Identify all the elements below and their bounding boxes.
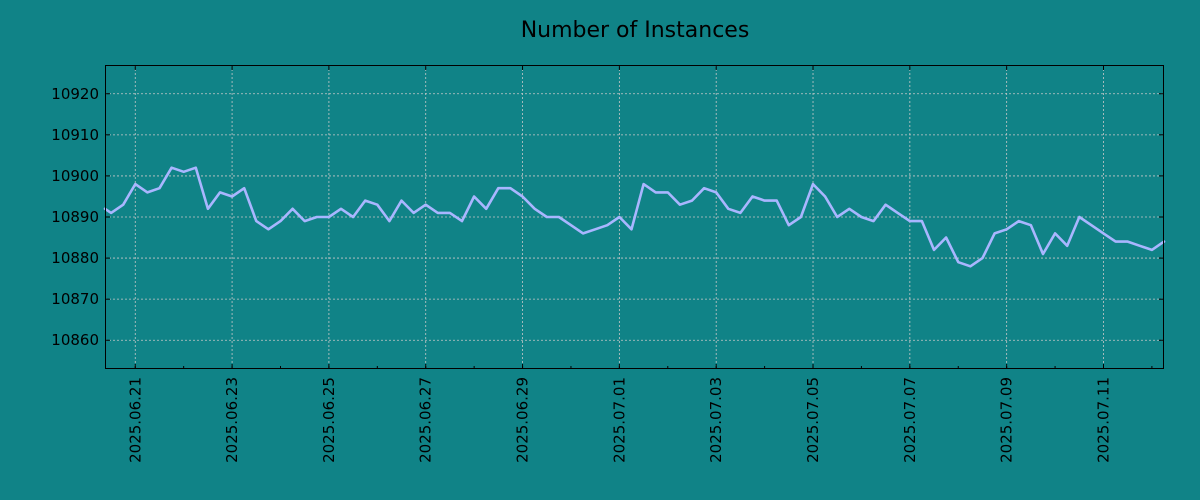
- x-tick-label: 2025.06.25: [320, 377, 338, 463]
- x-tick-label: 2025.07.07: [901, 377, 919, 463]
- x-tick-label: 2025.07.05: [804, 377, 822, 463]
- x-tick-label: 2025.06.23: [223, 377, 241, 463]
- grid-lines: [105, 65, 1164, 369]
- y-tick-label: 10900: [51, 167, 99, 185]
- x-tick-label: 2025.06.29: [514, 377, 532, 463]
- y-tick-label: 10870: [51, 290, 99, 308]
- y-tick-label: 10880: [51, 249, 99, 267]
- x-tick-label: 2025.07.09: [998, 377, 1016, 463]
- x-tick-label: 2025.07.01: [610, 377, 628, 463]
- x-tick-label: 2025.07.03: [707, 377, 725, 463]
- y-tick-label: 10920: [51, 85, 99, 103]
- x-tick-label: 2025.07.11: [1094, 377, 1112, 463]
- x-axis: 2025.06.21 2025.06.23 2025.06.25 2025.06.27…: [126, 65, 1153, 463]
- y-tick-label: 10890: [51, 208, 99, 226]
- chart-title: Number of Instances: [521, 18, 750, 43]
- y-axis: 10860 10870 10880 10890 10900 10910 10920: [51, 85, 1164, 349]
- y-tick-label: 10910: [51, 126, 99, 144]
- x-tick-label: 2025.06.27: [417, 377, 435, 463]
- x-tick-label: 2025.06.21: [126, 377, 144, 463]
- series-line-0: [103, 166, 1166, 268]
- y-tick-label: 10860: [51, 331, 99, 349]
- series-layer: [103, 166, 1166, 268]
